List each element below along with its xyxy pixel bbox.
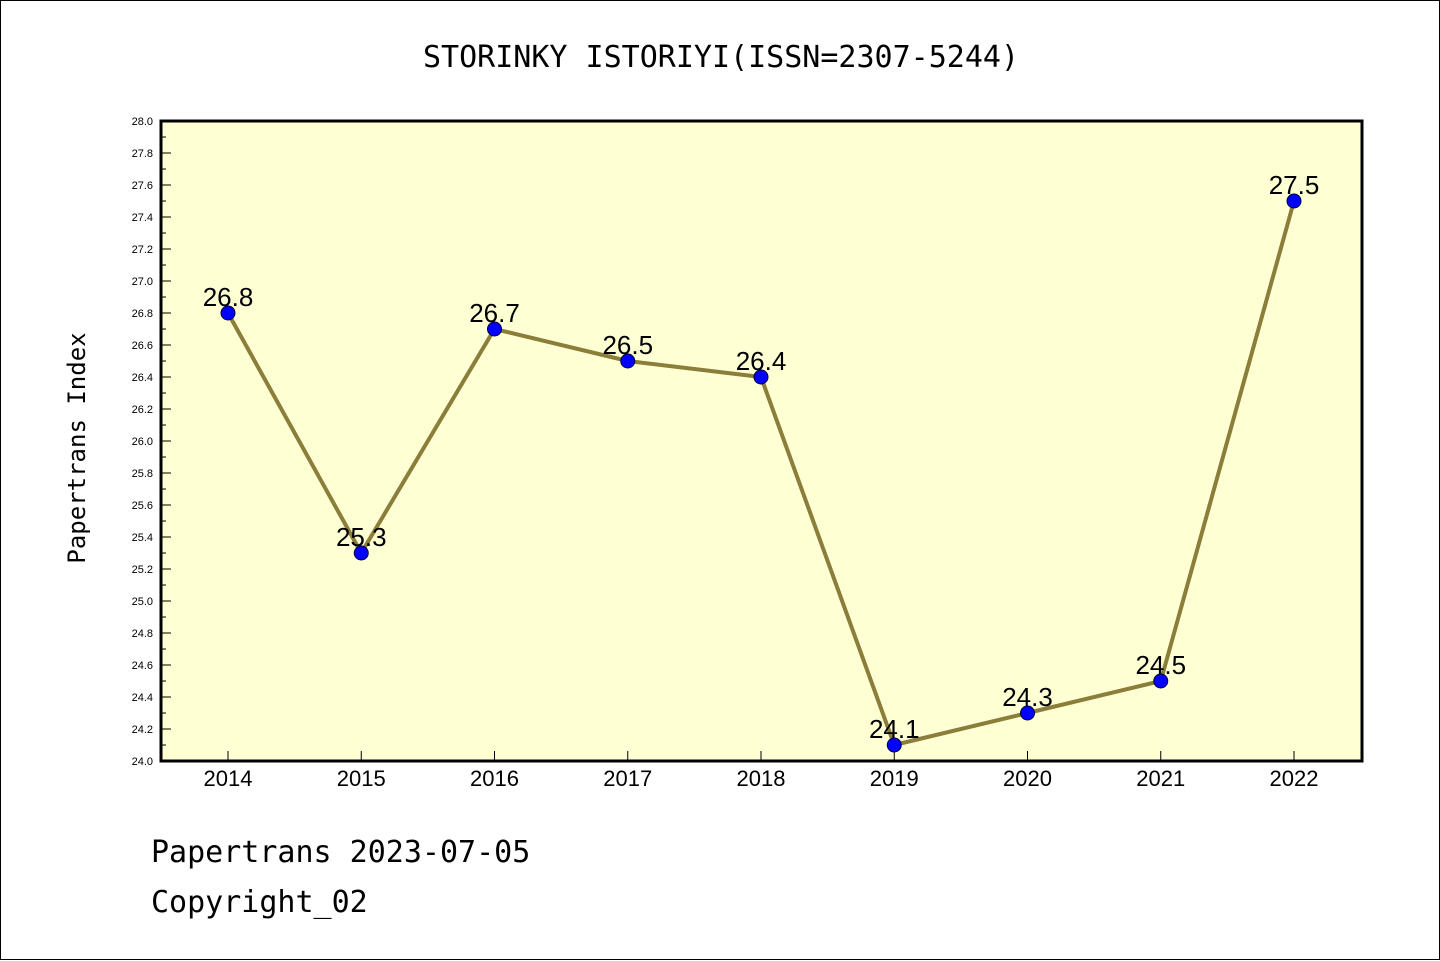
data-label: 26.7 (469, 298, 520, 328)
y-tick-label: 25.4 (132, 532, 153, 544)
x-tick-label: 2021 (1136, 766, 1185, 791)
y-tick-label: 25.0 (132, 596, 153, 608)
plot-border (159, 119, 1364, 763)
y-axis: 24.0 24.2 24.4 24.6 24.8 25.0 25.2 25.4 25.6 25.8… (132, 116, 171, 768)
x-tick-label: 2020 (1003, 766, 1052, 791)
footer-copyright-line: Copyright_02 (151, 885, 368, 920)
data-label: 26.4 (736, 346, 787, 376)
y-tick-label: 24.2 (132, 724, 153, 736)
data-label: 25.3 (336, 522, 387, 552)
y-tick-label: 27.4 (132, 212, 153, 224)
x-tick-label: 2022 (1270, 766, 1319, 791)
data-point (220, 305, 236, 321)
x-tick-label: 2018 (737, 766, 786, 791)
data-label: 24.5 (1135, 650, 1186, 680)
y-tick-label: 25.8 (132, 468, 153, 480)
y-tick-label: 27.8 (132, 148, 153, 160)
y-tick-label: 26.8 (132, 308, 153, 320)
y-tick-label: 25.2 (132, 564, 153, 576)
plot-area (161, 121, 1362, 761)
data-label: 26.8 (203, 282, 254, 312)
y-tick-label: 24.4 (132, 692, 153, 704)
data-point (753, 369, 769, 385)
y-tick-label: 27.6 (132, 180, 153, 192)
x-axis: 2014 2015 2016 2017 2018 2019 2020 2021 2022 (204, 751, 1319, 791)
y-tick-label: 24.8 (132, 628, 153, 640)
data-label: 24.1 (869, 714, 920, 744)
y-tick-label: 26.4 (132, 372, 153, 384)
x-tick-label: 2019 (870, 766, 919, 791)
chart-title: STORINKY ISTORIYI(ISSN=2307-5244) (423, 40, 1019, 75)
data-point (886, 737, 902, 753)
data-label: 24.3 (1002, 682, 1053, 712)
y-tick-label: 25.6 (132, 500, 153, 512)
series-layer: 26.8 25.3 26.7 26.5 26.4 24.1 24.3 24.5 27.5 (203, 170, 1320, 753)
y-tick-label: 24.6 (132, 660, 153, 672)
x-tick-label: 2015 (337, 766, 386, 791)
y-tick-label: 26.6 (132, 340, 153, 352)
data-label: 27.5 (1269, 170, 1320, 200)
data-point (1153, 673, 1169, 689)
data-point (487, 321, 502, 337)
y-tick-label: 26.2 (132, 404, 153, 416)
data-point (1020, 705, 1035, 721)
footer-date-line: Papertrans 2023-07-05 (151, 835, 531, 870)
data-label: 26.5 (602, 330, 653, 360)
y-tick-label: 24.0 (132, 756, 153, 768)
y-axis-label: Papertrans Index (63, 332, 91, 563)
x-tick-label: 2014 (204, 766, 253, 791)
y-tick-label: 28.0 (132, 116, 153, 128)
y-tick-label: 27.0 (132, 276, 153, 288)
y-tick-label: 26.0 (132, 436, 153, 448)
data-point (353, 545, 369, 561)
x-tick-label: 2017 (603, 766, 652, 791)
data-point (620, 353, 636, 369)
y-tick-label: 27.2 (132, 244, 153, 256)
data-point (1286, 193, 1302, 209)
x-tick-label: 2016 (470, 766, 519, 791)
